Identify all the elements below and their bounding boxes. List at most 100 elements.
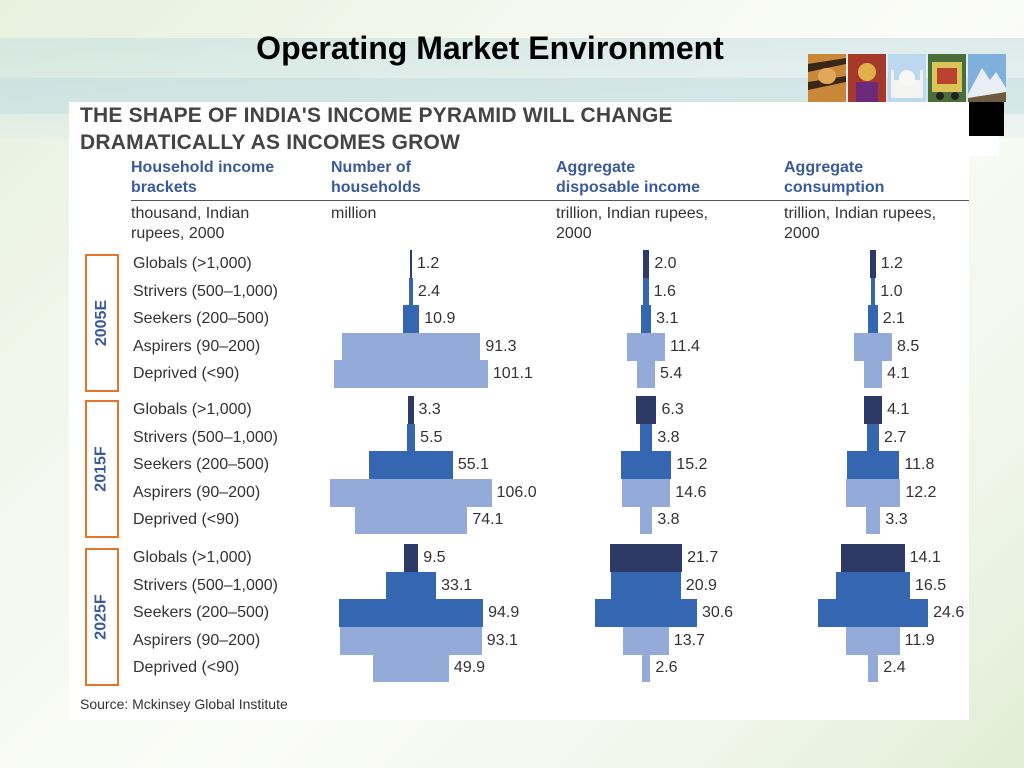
households-bar: [340, 626, 482, 655]
consumption-value-label: 24.6: [933, 604, 965, 621]
bracket-label: Strivers (500–1,000): [133, 282, 278, 300]
tiger-photo: [808, 54, 846, 102]
households-bar: [410, 250, 412, 278]
consumption-bar: [866, 423, 880, 452]
unit-brackets: thousand, Indian rupees, 2000: [131, 205, 250, 242]
consumption-value-label: 1.0: [880, 282, 903, 300]
consumption-value-label: 12.2: [905, 483, 937, 501]
income-bar: [640, 305, 652, 333]
column-heading-brackets: Household income brackets: [131, 159, 275, 196]
consumption-value-label: 11.9: [904, 631, 935, 649]
income-bar: [623, 626, 669, 655]
consumption-value-label: 4.1: [887, 401, 910, 418]
consumption-bar: [863, 360, 883, 388]
bracket-label: Seekers (200–500): [133, 604, 270, 621]
taj-mahal-photo: [888, 54, 926, 102]
unit-households: million: [331, 205, 377, 222]
households-bar: [334, 360, 488, 388]
consumption-value-label: 16.5: [914, 576, 947, 594]
bracket-label: Aspirers (90–200): [133, 631, 261, 649]
consumption-bar: [870, 250, 876, 278]
income-bar: [639, 506, 653, 534]
unit-income: trillion, Indian rupees, 2000: [556, 205, 709, 242]
households-value-label: 33.1: [441, 576, 473, 594]
consumption-bar: [865, 506, 881, 534]
income-bar: [635, 396, 657, 424]
income-bar: [621, 478, 671, 507]
income-value-label: 2.6: [655, 659, 678, 676]
income-bar: [643, 277, 649, 306]
income-value-label: 11.4: [669, 337, 700, 355]
households-bar: [406, 423, 416, 452]
households-bar: [408, 396, 414, 424]
households-value-label: 106.0: [496, 483, 537, 501]
consumption-value-label: 11.8: [904, 456, 935, 473]
consumption-bar: [868, 305, 878, 333]
households-bar: [354, 506, 468, 534]
consumption-bar: [836, 571, 910, 600]
bracket-label: Seekers (200–500): [133, 310, 270, 327]
chart-title-line-2: DRAMATICALLY AS INCOMES GROW: [80, 131, 461, 154]
income-value-label: 2.0: [654, 255, 677, 272]
bracket-label: Globals (>1,000): [133, 255, 252, 272]
households-value-label: 91.3: [485, 337, 517, 355]
unit-consumption: trillion, Indian rupees, 2000: [784, 205, 937, 242]
chart-title: THE SHAPE OF INDIA'S INCOME PYRAMID WILL…: [80, 102, 673, 156]
bracket-label: Strivers (500–1,000): [133, 576, 278, 594]
consumption-bar: [867, 654, 879, 682]
income-bar: [637, 360, 655, 388]
consumption-bar: [863, 396, 883, 424]
chart-title-line-1: THE SHAPE OF INDIA'S INCOME PYRAMID WILL…: [80, 104, 673, 127]
income-value-label: 3.8: [657, 428, 680, 446]
households-value-label: 74.1: [472, 511, 504, 528]
chart-panel: THE SHAPE OF INDIA'S INCOME PYRAMID WILL…: [69, 102, 969, 720]
consumption-value-label: 2.4: [883, 659, 906, 676]
income-value-label: 30.6: [701, 604, 734, 621]
households-value-label: 94.9: [488, 604, 520, 621]
income-bar: [620, 451, 672, 479]
households-value-label: 5.5: [420, 428, 443, 446]
income-bar: [611, 571, 681, 600]
consumption-bar: [870, 277, 876, 306]
households-value-label: 9.5: [423, 549, 446, 566]
consumption-bar: [846, 451, 900, 479]
households-value-label: 2.4: [417, 282, 441, 300]
households-bar: [385, 571, 437, 600]
consumption-value-label: 1.2: [880, 255, 903, 272]
bracket-label: Deprived (<90): [133, 511, 240, 528]
year-label: 2025F: [93, 594, 110, 640]
income-bar: [609, 544, 683, 572]
year-label: 2005E: [93, 299, 111, 346]
households-value-label: 49.9: [453, 659, 486, 676]
consumption-bar: [853, 332, 893, 361]
year-box-2015f: 2015F: [85, 400, 119, 538]
households-value-label: 101.1: [492, 365, 533, 382]
income-bar: [627, 332, 665, 361]
deity-photo: [848, 54, 886, 102]
income-value-label: 13.7: [673, 631, 705, 649]
income-value-label: 21.7: [687, 549, 719, 566]
households-value-label: 55.1: [457, 456, 490, 473]
consumption-value-label: 4.1: [887, 365, 910, 382]
photo-strip: [808, 54, 1006, 102]
income-value-label: 3.8: [657, 511, 680, 528]
bracket-label: Aspirers (90–200): [133, 337, 261, 355]
income-value-label: 5.4: [659, 365, 683, 382]
bracket-label: Seekers (200–500): [133, 456, 270, 473]
income-bar: [641, 654, 651, 682]
chart-panel-edge: [969, 136, 999, 156]
bracket-label: Deprived (<90): [133, 659, 240, 676]
households-bar: [402, 305, 420, 333]
consumption-value-label: 3.3: [885, 511, 908, 528]
consumption-bar: [817, 599, 929, 627]
header-rule: [131, 200, 969, 201]
bracket-label: Strivers (500–1,000): [133, 428, 278, 446]
year-label: 2015F: [93, 446, 110, 492]
income-bar: [639, 423, 653, 452]
bracket-label: Aspirers (90–200): [133, 483, 261, 501]
income-value-label: 1.6: [653, 282, 676, 300]
column-heading-income: Aggregate disposable income: [556, 159, 701, 196]
households-bar: [369, 451, 453, 479]
consumption-value-label: 2.1: [882, 310, 905, 327]
bracket-label: Globals (>1,000): [133, 401, 252, 418]
